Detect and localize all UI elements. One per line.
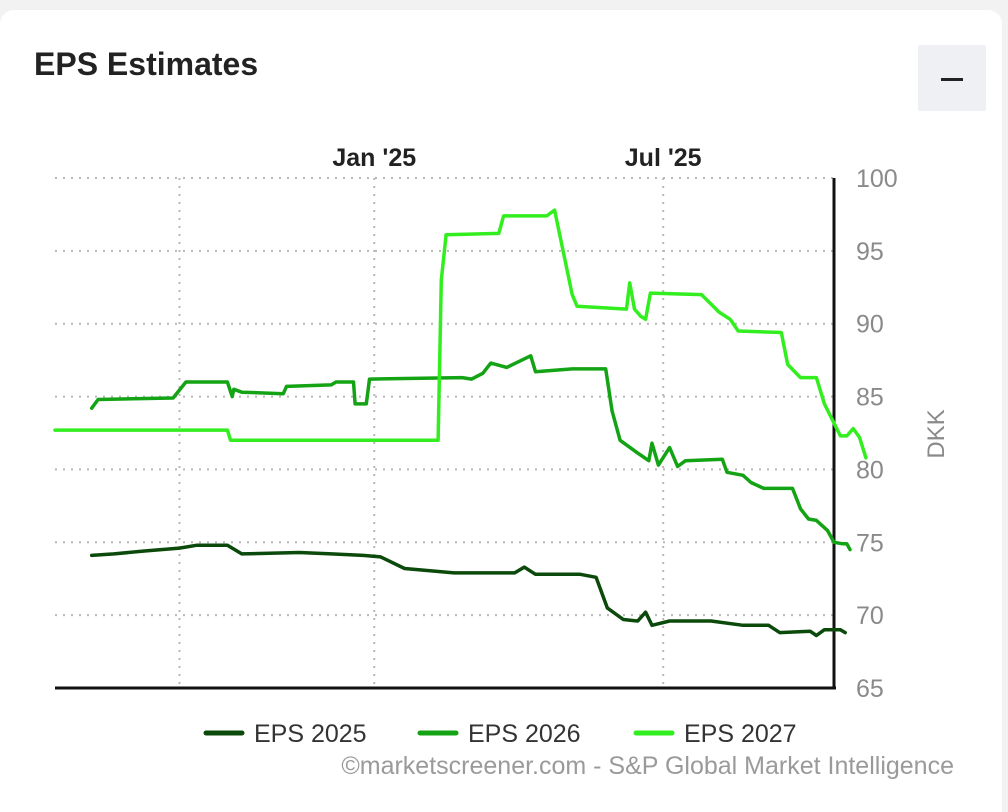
y-tick-label: 70 — [856, 602, 884, 630]
y-tick-label: 80 — [856, 456, 884, 484]
y-tick-label: 100 — [856, 165, 898, 193]
legend-label: EPS 2027 — [684, 720, 797, 748]
legend-item-eps-2026: EPS 2026 — [417, 720, 581, 748]
series-line-eps-2025 — [89, 543, 847, 638]
legend-item-eps-2027: EPS 2027 — [633, 720, 797, 748]
y-tick-label: 85 — [856, 384, 884, 412]
legend-label: EPS 2026 — [468, 720, 581, 748]
collapse-button[interactable] — [918, 45, 986, 111]
legend-item-eps-2025: EPS 2025 — [203, 720, 367, 748]
y-tick-label: 90 — [856, 311, 884, 339]
series-line-eps-2026 — [89, 354, 852, 552]
y-tick-label: 75 — [856, 529, 884, 557]
chart-title: EPS Estimates — [34, 46, 259, 82]
y-axis-label: DKK — [923, 409, 950, 458]
series-lines — [53, 208, 868, 638]
legend: EPS 2025 EPS 2026 EPS 2027 — [203, 720, 797, 748]
tick-labels: 65 70 75 80 85 90 95 100 Jan '25 Jul '25 DKK — [332, 144, 950, 703]
minus-icon — [941, 78, 963, 81]
grid-lines — [55, 177, 834, 688]
x-tick-label: Jan '25 — [332, 144, 416, 172]
legend-label: EPS 2025 — [254, 720, 367, 748]
x-tick-label: Jul '25 — [625, 144, 702, 172]
y-tick-label: 95 — [856, 238, 884, 266]
source-credit: ©marketscreener.com - S&P Global Market … — [341, 752, 954, 780]
y-tick-label: 65 — [856, 675, 884, 703]
axes — [55, 178, 836, 690]
series-line-eps-2027 — [53, 208, 868, 460]
